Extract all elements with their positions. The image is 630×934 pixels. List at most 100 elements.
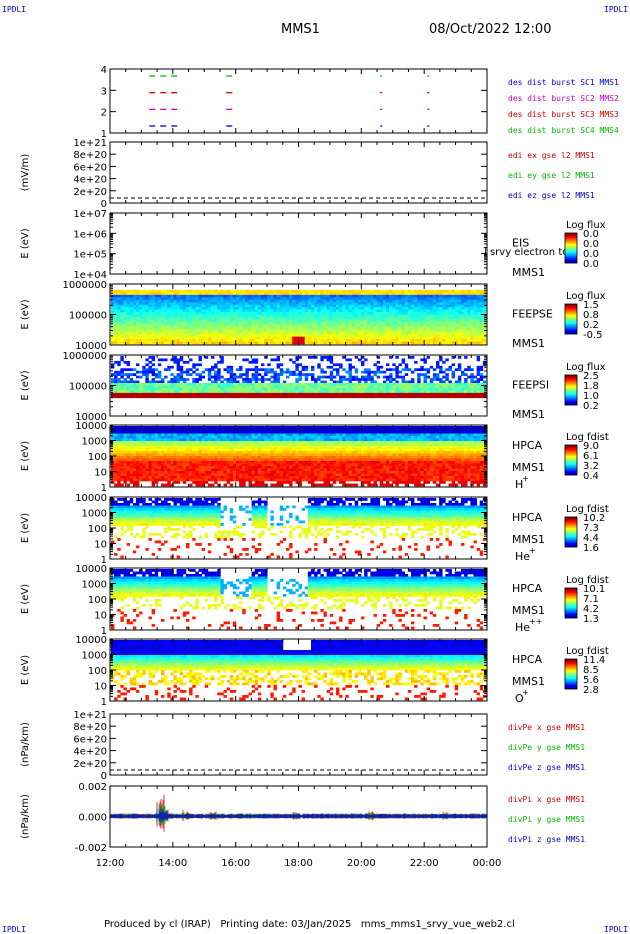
feepse-heatmap-cell [386,341,390,345]
feepsi-heatmap-cell [245,383,249,386]
feepsi-heatmap-cell [386,378,390,381]
hpca-h-heatmap-cell [136,448,140,452]
feepse-heatmap-cell [467,302,471,305]
feepse-heatmap-cell [292,336,296,340]
feepse-heatmap-cell [126,316,131,320]
feepse-heatmap-cell [445,302,449,305]
feepse-heatmap-cell [211,294,215,298]
hpca-h-heatmap-cell [114,461,118,464]
panel-feepse-colorbar-step [565,310,577,312]
panel-eis-colorbar-step [565,244,577,246]
feepsi-heatmap-cell [420,395,424,399]
feepsi-heatmap-cell [326,387,331,391]
feepse-heatmap-cell [479,304,484,308]
feepse-heatmap-cell [311,341,315,345]
feepsi-heatmap-cell [223,395,227,399]
feepse-heatmap-cell [173,289,177,293]
feepse-heatmap-cell [386,309,390,313]
feepse-heatmap-cell [445,299,449,303]
feepse-heatmap-cell [114,297,118,301]
feepse-heatmap-cell [286,334,290,337]
feepse-heatmap-cell [354,297,359,301]
feepsi-heatmap-cell [392,392,396,396]
feepse-heatmap-cell [195,289,199,293]
feepse-heatmap-cell [357,319,362,323]
feepse-heatmap-cell [242,339,246,342]
feepsi-heatmap-cell [217,360,221,364]
feepse-heatmap-cell [342,321,346,325]
feepse-heatmap-cell [304,302,309,305]
feepse-heatmap-cell [398,331,402,335]
feepse-heatmap-cell [204,312,209,315]
feepse-heatmap-cell [445,324,449,328]
hpca-h-heatmap-cell [154,443,159,447]
feepse-heatmap-cell [161,289,165,293]
panel-eis-colorbar-tick: 0.0 [583,249,599,260]
feepse-heatmap-cell [304,329,309,333]
feepse-heatmap-cell [139,341,143,345]
feepse-heatmap-cell [229,324,234,328]
feepse-heatmap-cell [270,314,274,318]
hpca-h-heatmap-cell [154,466,159,469]
feepse-heatmap-cell [336,329,340,333]
feepse-heatmap-cell [389,321,393,325]
feepsi-heatmap-cell [167,380,171,384]
feepse-heatmap-cell [195,316,199,320]
feepsi-heatmap-cell [351,383,356,386]
feepsi-heatmap-cell [401,380,406,384]
feepse-heatmap-cell [292,324,296,328]
feepse-heatmap-cell [132,336,137,340]
hpca-h-heatmap-cell [120,471,124,474]
feepsi-heatmap-cell [204,390,209,394]
feepsi-heatmap-cell [270,358,274,362]
feepse-heatmap-cell [176,334,181,337]
feepsi-heatmap-cell [173,378,177,381]
feepse-heatmap-cell [332,316,337,320]
feepsi-heatmap-cell [195,387,199,391]
panel-feepse-colorbar-tick: -0.5 [583,330,603,341]
feepse-heatmap-cell [420,292,424,296]
panel-feepse-colorbar-step [565,312,577,314]
feepse-heatmap-cell [142,297,146,301]
feepse-heatmap-cell [295,312,299,315]
feepse-heatmap-cell [448,339,452,342]
panel-burst-legend-entry: des dist burst SC4 MMS4 [508,126,619,135]
hpca-h-heatmap-cell [129,468,134,472]
feepse-heatmap-cell [154,334,159,337]
hpca-h-heatmap-cell [114,443,118,447]
panel-feepsi-colorbar-step [565,383,577,385]
feepse-heatmap-cell [251,321,256,325]
feepsi-heatmap-cell [364,358,368,362]
feepse-heatmap-cell [376,339,381,342]
feepse-heatmap-cell [301,299,306,303]
panel-edi-ylabel: (mV/m) [20,154,31,192]
feepse-heatmap-cell [464,326,468,330]
feepsi-heatmap-cell [314,395,318,399]
feepsi-heatmap-cell [214,395,218,399]
hpca-h-heatmap-cell [157,428,162,432]
feepsi-heatmap-cell [351,385,356,389]
feepse-heatmap-cell [282,299,287,303]
feepsi-heatmap-cell [236,395,240,399]
feepse-heatmap-cell [301,336,306,340]
feepse-heatmap-cell [426,316,431,320]
feepsi-heatmap-cell [373,383,377,386]
feepsi-heatmap-cell [282,380,287,384]
feepse-heatmap-cell [395,329,399,333]
panel-feepse-colorbar-step [565,309,577,311]
feepse-heatmap-cell [373,336,377,340]
feepse-heatmap-cell [320,341,324,345]
feepse-heatmap-cell [404,324,409,328]
feepsi-heatmap-cell [295,365,299,369]
feepse-heatmap-cell [170,336,174,340]
feepsi-heatmap-cell [332,363,337,367]
feepse-heatmap-cell [132,339,137,342]
feepse-heatmap-cell [226,314,231,318]
feepsi-heatmap-cell [157,373,162,376]
feepse-heatmap-cell [301,329,306,333]
feepse-heatmap-cell [439,329,443,333]
feepse-heatmap-cell [167,319,171,323]
feepse-heatmap-cell [179,319,184,323]
hpca-h-heatmap-cell [173,431,177,434]
feepse-heatmap-cell [286,297,290,301]
